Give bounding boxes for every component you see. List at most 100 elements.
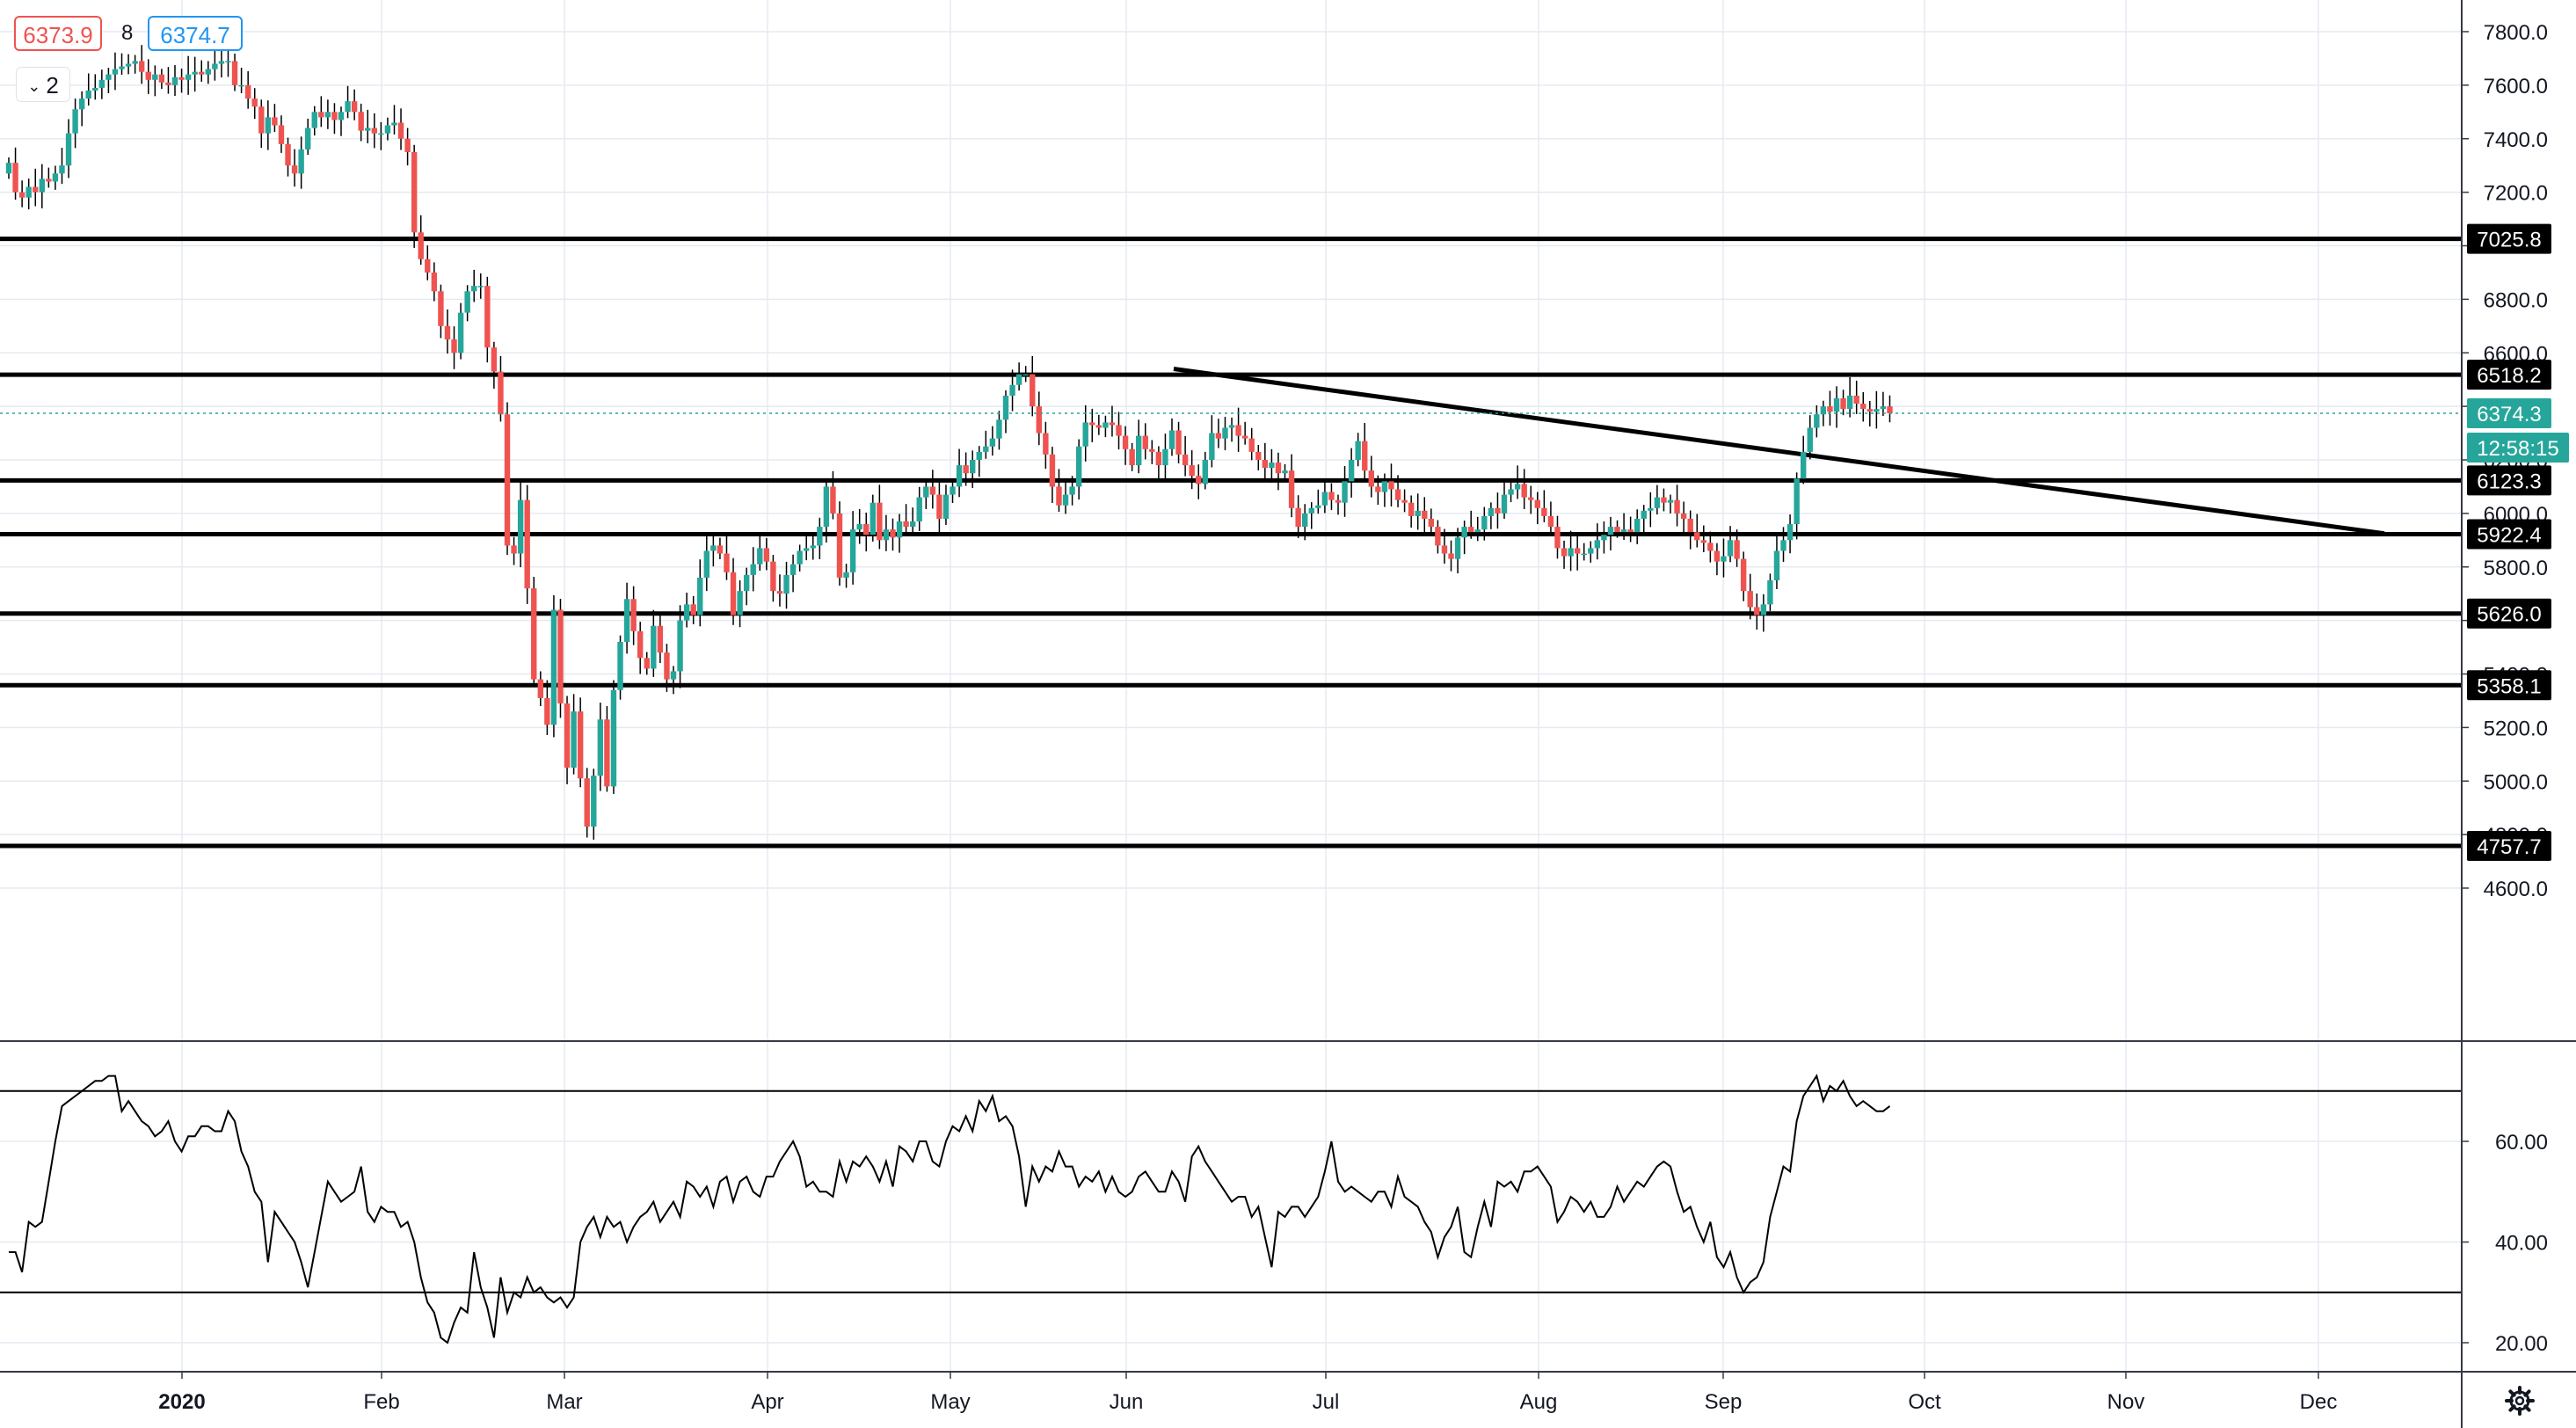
level-price-label-bg (2467, 360, 2551, 390)
oscillator-axis[interactable]: 20.00 40.00 60.00 (2462, 1131, 2548, 1356)
candle (1375, 475, 1381, 506)
interval-selector[interactable]: ⌄ 2 (16, 67, 70, 102)
candle-body (1501, 494, 1508, 514)
candle-body (717, 545, 724, 554)
candle-body (750, 564, 756, 575)
candle (1767, 573, 1773, 611)
candle-body (737, 591, 743, 616)
buy-price-box[interactable]: 6374.7 (148, 16, 243, 51)
chevron-down-icon: ⌄ (27, 77, 41, 95)
candle (1149, 440, 1155, 464)
candle-body (683, 604, 690, 621)
candle-body (384, 125, 391, 134)
candle-body (1095, 425, 1102, 428)
candle (1215, 419, 1222, 448)
candle-body (690, 604, 696, 616)
candle-body (378, 133, 384, 135)
candle-body (1348, 460, 1355, 482)
candle-body (404, 138, 411, 152)
candle (610, 680, 617, 794)
candle-body (950, 486, 956, 495)
candle-body (856, 524, 862, 530)
candle-body (1833, 397, 1840, 412)
candle-body (1381, 481, 1388, 492)
candle (106, 68, 112, 94)
candle-body (1388, 481, 1394, 490)
candle (251, 88, 258, 120)
candle (457, 302, 464, 360)
candle (896, 514, 903, 553)
candle (1175, 421, 1182, 463)
candle-body (258, 106, 265, 134)
sell-price-box[interactable]: 6373.9 (14, 16, 102, 51)
candle-body (1754, 607, 1760, 616)
candle-body (890, 529, 896, 538)
candle (1620, 513, 1627, 541)
candle-body (670, 671, 677, 680)
candle (165, 67, 171, 94)
candle (258, 99, 265, 149)
candle-body (1075, 446, 1082, 487)
level-price-label-bg (2467, 831, 2551, 862)
price-axis[interactable]: 4600.04800.05000.05200.05400.05600.05800… (2462, 21, 2569, 901)
candle (1654, 484, 1661, 515)
candle-body (1481, 515, 1488, 530)
candle (1754, 593, 1760, 630)
candle (212, 46, 218, 81)
candle (617, 635, 623, 700)
level-price-label: 7025.8 (2477, 229, 2541, 252)
candle (544, 680, 550, 735)
candle (1534, 492, 1540, 525)
candle (1255, 444, 1262, 470)
candle (989, 426, 996, 456)
candle-body (318, 112, 324, 118)
candle (451, 326, 457, 369)
gear-icon[interactable] (2505, 1386, 2535, 1416)
candle-body (1680, 513, 1687, 519)
candle (345, 85, 351, 119)
candle-body (1801, 451, 1807, 479)
candle-body (1335, 499, 1342, 503)
candle-body (1767, 579, 1773, 605)
candle (1887, 395, 1893, 423)
candle-body (132, 61, 138, 64)
candle (1043, 421, 1049, 470)
candle-body (710, 545, 717, 551)
candle-body (272, 117, 278, 126)
candle (1368, 455, 1374, 498)
candle (1495, 492, 1501, 529)
price-tick-label: 5200.0 (2484, 717, 2548, 740)
candle-body (112, 69, 119, 75)
candle (557, 598, 564, 718)
candle-body (1508, 489, 1514, 495)
candle-body (199, 71, 205, 75)
candle (1648, 492, 1654, 528)
candle (1282, 463, 1288, 481)
candle-body (571, 711, 577, 769)
candle (1222, 416, 1228, 451)
candle (956, 448, 963, 498)
candle-body (218, 61, 225, 64)
candle-body (1514, 484, 1521, 490)
candle-body (1308, 507, 1314, 514)
candle (491, 341, 498, 390)
candle (877, 484, 883, 550)
trendline[interactable] (1173, 367, 2385, 536)
candle-body (637, 630, 644, 659)
candle-body (12, 163, 18, 193)
candle (750, 547, 756, 592)
candle-body (1109, 422, 1116, 426)
candle (1680, 501, 1687, 535)
candle-body (1022, 374, 1029, 376)
candle (471, 269, 477, 302)
candle (1846, 376, 1853, 418)
level-price-label-bg (2467, 223, 2551, 254)
time-tick-label: Nov (2107, 1390, 2145, 1414)
candle (1109, 405, 1116, 437)
candle-body (591, 776, 597, 827)
candle (1009, 369, 1015, 412)
candle (1634, 509, 1641, 544)
time-tick-label: Oct (1908, 1390, 1941, 1414)
time-axis[interactable]: 2020 Feb Mar Apr May Jun Jul Aug Sep Oct Nov Dec (158, 1372, 2337, 1414)
